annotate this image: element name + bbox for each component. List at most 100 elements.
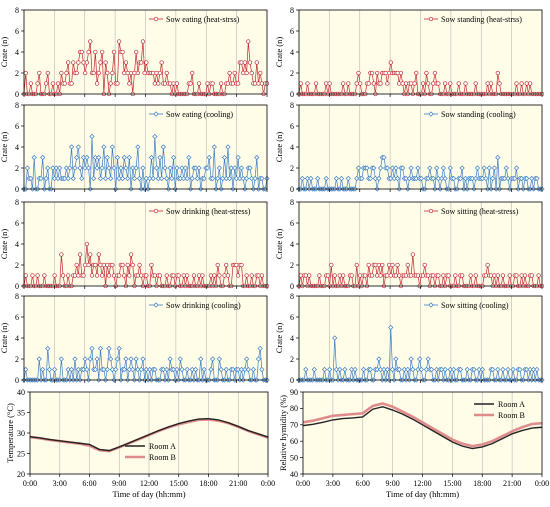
panel-p3-data-point [215,175,221,182]
panel-p1-data-point [98,60,103,65]
panel-p1-data-point [88,39,93,44]
panel-p1-ytick-label: 8 [15,6,19,15]
panel-p9-xtick-label: 9:00 [112,479,126,488]
panel-p8-data-point [352,366,358,373]
panel-p7-data-point [84,366,90,373]
panel-p7-data-point [87,356,93,362]
panel-p6-ytick-label: 0 [290,282,294,291]
panel-p4-data-point [473,175,479,182]
panel-p7-data-point [97,345,104,352]
panel-p3-legend: Sow eating (cooling) [149,110,233,119]
panel-p1-data-point [127,81,132,86]
panel-p3-data-point [206,154,212,161]
panel-p2-data-point [356,70,361,76]
panel-p2-data-point [327,81,332,86]
panel-p3-ytick-label: 8 [15,101,19,110]
panel-p5-data-point [100,273,105,278]
panel-p3-data-point [136,175,143,182]
panel-p1-data-point [35,81,40,86]
panel-p2-data-point [448,81,453,86]
panel-p2-data-point [341,81,346,86]
panel-p4-data-point [308,175,314,182]
panel-p3-data-point [125,175,131,182]
panel-p3-data-point [210,175,216,182]
panel-p8-data-point [405,366,411,373]
panel-p8-data-point [447,366,453,373]
panel-p3-data-point [97,175,104,182]
panel-p1-data-point [254,60,259,65]
panel-p3-data-point [174,165,180,171]
panel-p8-data-point [408,356,414,362]
panel-p3-data-point [126,154,132,161]
panel-p5-data-point [176,273,181,278]
panel-p6-legend-marker [428,208,434,214]
panel-p3-data-point [244,175,250,182]
panel-p7-data-point [223,366,229,373]
panel-p1-data-point [190,70,195,76]
panel-p3-data-point [170,154,177,161]
panel-p3-data-point [225,144,231,150]
panel-p5-data-point [94,273,100,278]
panel-p5-data-point [239,262,244,268]
panel-p7-data-point [80,366,87,373]
panel-p3-data-point [211,144,217,150]
panel-p9-xtick-label: 21:00 [229,479,247,488]
panel-p9-ytick-label: 20 [17,470,25,479]
panel-p3-data-point [194,175,200,182]
panel-p3-data-point [159,175,165,182]
panel-p3-data-point [80,154,87,161]
panel-p10-xlabel: Time of day (hh:mm) [386,489,459,499]
panel-p4-data-point [372,175,379,182]
panel-p7-data-point [184,366,190,373]
panel-p3-data-point [223,175,229,182]
panel-p2-data-point [456,81,461,86]
panel-p3-data-point [104,154,110,161]
panel-p5-data-point [217,273,222,278]
panel-p7-ytick-label: 6 [15,313,19,322]
panel-p2-data-point [495,70,500,76]
panel-p10-ytick-label: 50 [290,453,298,462]
panel-p4-data-point [469,175,475,182]
panel-p4-data-point [338,175,345,182]
panel-p3-data-point [238,165,245,171]
panel-p2-ytick-label: 2 [290,69,294,78]
panel-p3-data-point [233,175,240,182]
panel-p2-data-point [514,81,519,86]
panel-p5-data-point [259,273,265,278]
panel-p10-ytick-label: 40 [290,470,298,479]
panel-p10-ytick-label: 70 [290,421,298,430]
panel-p4-data-point [377,165,384,171]
panel-p6-data-point [369,273,375,278]
panel-p8-data-point [434,366,440,373]
panel-p6-data-point [453,273,458,278]
panel-p1-data-point [50,81,56,86]
panel-p7-data-point [45,345,51,352]
panel-p4-data-point [427,165,433,171]
panel-p6-data-point [390,262,395,268]
panel-p5-data-point [117,273,122,278]
panel-p8-data-point [439,366,445,373]
panel-p6-data-point [395,262,400,268]
panel-p5-data-point [144,273,149,278]
panel-p3-data-point [133,165,139,171]
panel-p3-data-point [252,175,258,182]
panel-p2-data-point [519,81,524,86]
panel-p3-data-point [152,133,158,140]
panel-p7-data-point [257,345,263,352]
panel-p10-ytick-label: 60 [290,437,298,446]
panel-p3-data-point [155,175,161,182]
panel-p6-data-point [317,273,322,278]
panel-p4-data-point [512,175,518,182]
panel-p2-ytick-label: 8 [290,6,294,15]
panel-p1-data-point [249,70,254,76]
panel-p9-xtick-label: 0:00 [23,479,37,488]
panel-p7-data-point [40,366,46,373]
panel-p8-ytick-label: 8 [290,292,294,301]
panel-p3-data-point [55,175,61,182]
panel-p10-xtick-label: 15:00 [443,479,461,488]
panel-p9-xtick-label: 3:00 [53,479,67,488]
panel-p3-data-point [24,165,30,171]
panel-p6-data-point [349,273,354,278]
panel-p10-ytick-label: 80 [290,404,298,413]
